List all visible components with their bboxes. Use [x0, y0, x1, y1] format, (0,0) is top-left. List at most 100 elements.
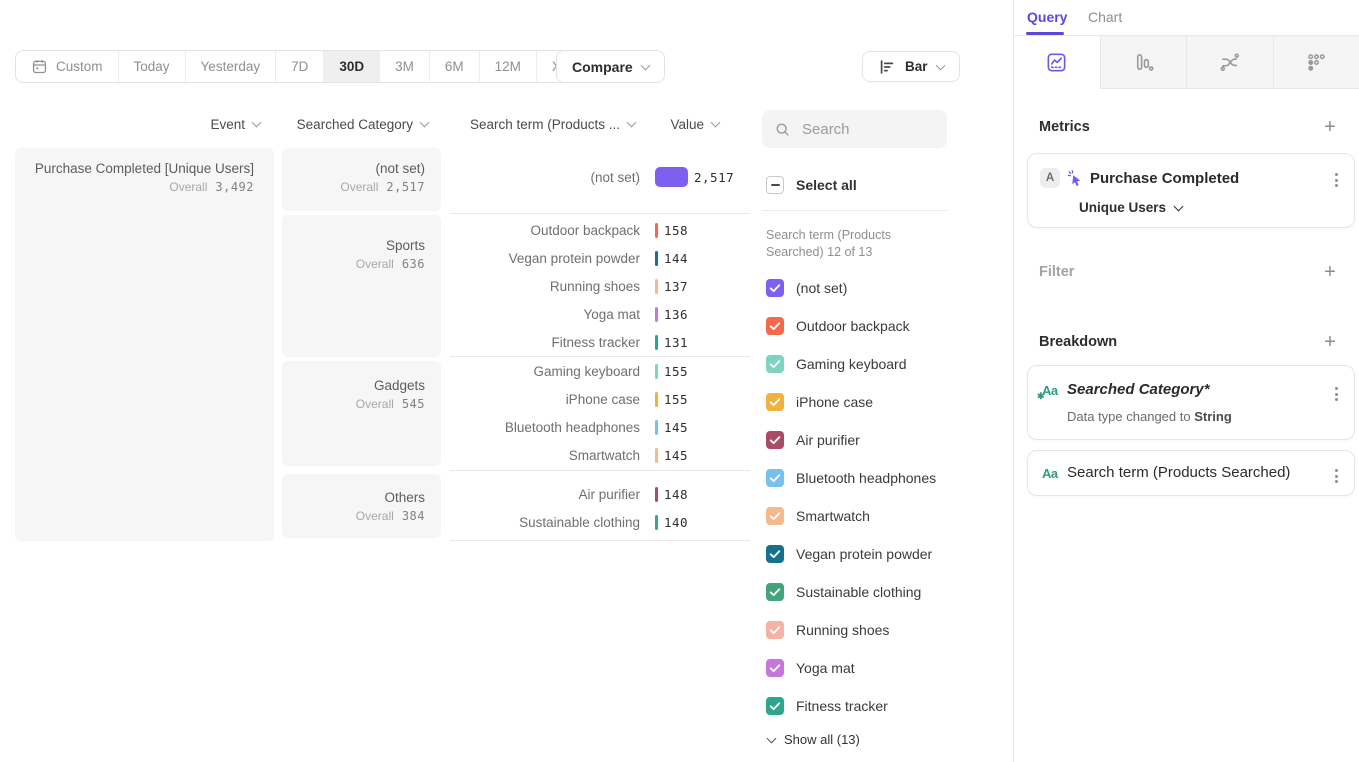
series-filter-item[interactable]: Bluetooth headphones: [766, 459, 936, 497]
value-text: 145: [664, 448, 688, 463]
chevron-down-icon: [420, 118, 430, 128]
add-metric-button[interactable]: +: [1320, 117, 1340, 137]
value-text: 136: [664, 307, 688, 322]
value-text: 155: [664, 364, 688, 379]
date-range-label: Custom: [56, 59, 103, 74]
note-value: String: [1194, 409, 1232, 424]
tab-query[interactable]: Query: [1027, 9, 1067, 25]
series-filter-item[interactable]: Gaming keyboard: [766, 345, 936, 383]
funnels-icon: [1132, 51, 1155, 74]
value-text: 140: [664, 515, 688, 530]
select-all-checkbox[interactable]: [766, 176, 784, 194]
term-row: Gaming keyboard 155: [380, 357, 750, 385]
metric-menu-button[interactable]: [1333, 171, 1340, 189]
term-label: Vegan protein powder: [380, 251, 640, 266]
term-row: Vegan protein powder 144: [380, 244, 750, 272]
report-type-tab-insights[interactable]: [1014, 36, 1100, 89]
date-range-12m[interactable]: 12M: [480, 51, 537, 82]
add-filter-button[interactable]: +: [1320, 262, 1340, 282]
show-all-link[interactable]: Show all (13): [768, 732, 860, 747]
series-label: (not set): [796, 280, 847, 296]
search-input[interactable]: [800, 120, 935, 139]
series-checkbox[interactable]: [766, 697, 784, 715]
series-filter-item[interactable]: Vegan protein powder: [766, 535, 936, 573]
series-checkbox[interactable]: [766, 659, 784, 677]
chart-type-label: Bar: [905, 59, 928, 74]
column-header-label: Value: [670, 117, 704, 132]
series-caption: Search term (Products Searched) 12 of 13: [766, 227, 948, 260]
series-checkbox[interactable]: [766, 469, 784, 487]
series-filter-item[interactable]: Smartwatch: [766, 497, 936, 535]
event-name: Purchase Completed [Unique Users]: [15, 161, 254, 176]
series-checkbox[interactable]: [766, 621, 784, 639]
series-label: Smartwatch: [796, 508, 870, 524]
value-bar: [655, 307, 658, 322]
report-type-tab-funnels[interactable]: [1100, 36, 1187, 89]
date-range-yesterday[interactable]: Yesterday: [186, 51, 277, 82]
metric-event-name: Purchase Completed: [1090, 170, 1239, 187]
series-label: Yoga mat: [796, 660, 855, 676]
value-bar: [655, 448, 658, 463]
series-checkbox[interactable]: [766, 279, 784, 297]
series-checkbox[interactable]: [766, 317, 784, 335]
breakdown-menu-button[interactable]: [1333, 385, 1340, 403]
term-label: Bluetooth headphones: [380, 420, 640, 435]
analytics-app: CustomTodayYesterday7D30D3M6M12MXTD Comp…: [0, 0, 1359, 762]
chevron-down-icon: [711, 118, 721, 128]
breakdown-card[interactable]: Aa Search term (Products Searched): [1027, 450, 1355, 496]
series-filter-item[interactable]: Running shoes: [766, 611, 936, 649]
column-header-label: Searched Category: [297, 117, 413, 132]
series-label: Running shoes: [796, 622, 889, 638]
series-filter-item[interactable]: Outdoor backpack: [766, 307, 936, 345]
term-label: iPhone case: [380, 392, 640, 407]
insights-icon: [1045, 51, 1068, 74]
series-filter-item[interactable]: iPhone case: [766, 383, 936, 421]
series-checkbox[interactable]: [766, 355, 784, 373]
series-filter-item[interactable]: (not set): [766, 269, 936, 307]
report-type-tab-retention[interactable]: [1273, 36, 1359, 89]
compare-button[interactable]: Compare: [556, 50, 665, 83]
add-breakdown-button[interactable]: +: [1320, 332, 1340, 352]
breakdown-property-name: Search term (Products Searched): [1067, 464, 1290, 481]
breakdown-note: Data type changed to String: [1067, 409, 1232, 424]
date-range-30d[interactable]: 30D: [324, 51, 380, 82]
date-range-label: Today: [134, 59, 170, 74]
series-label: iPhone case: [796, 394, 873, 410]
date-range-today[interactable]: Today: [119, 51, 186, 82]
series-checkbox[interactable]: [766, 545, 784, 563]
note-prefix: Data type changed to: [1067, 409, 1191, 424]
series-label: Sustainable clothing: [796, 584, 921, 600]
divider: [762, 210, 947, 211]
metric-card[interactable]: A Purchase Completed Unique Users: [1027, 153, 1355, 228]
breakdown-menu-button[interactable]: [1333, 467, 1340, 485]
value-bar: [655, 487, 658, 502]
value-bar: [655, 392, 658, 407]
measurement-dropdown[interactable]: Unique Users: [1079, 200, 1182, 215]
series-filter-item[interactable]: Sustainable clothing: [766, 573, 936, 611]
date-range-custom[interactable]: Custom: [16, 51, 119, 82]
chart-type-button[interactable]: Bar: [862, 51, 960, 82]
breakdown-card[interactable]: Aa✱ Searched Category* Data type changed…: [1027, 365, 1355, 440]
term-label: Gaming keyboard: [380, 364, 640, 379]
date-range-7d[interactable]: 7D: [276, 51, 324, 82]
column-header-event[interactable]: Event: [15, 112, 260, 136]
date-range-3m[interactable]: 3M: [380, 51, 430, 82]
term-label: Running shoes: [380, 279, 640, 294]
series-checkbox[interactable]: [766, 583, 784, 601]
column-header-value[interactable]: Value: [600, 112, 719, 136]
column-header-searched[interactable]: Searched Category: [282, 112, 428, 136]
series-label: Bluetooth headphones: [796, 470, 936, 486]
report-type-tab-flows[interactable]: [1186, 36, 1273, 89]
tab-chart[interactable]: Chart: [1088, 9, 1122, 25]
series-filter-item[interactable]: Air purifier: [766, 421, 936, 459]
select-all-row[interactable]: Select all: [766, 175, 857, 195]
series-checkbox[interactable]: [766, 393, 784, 411]
date-range-6m[interactable]: 6M: [430, 51, 480, 82]
series-checkbox[interactable]: [766, 431, 784, 449]
value-bar: [655, 420, 658, 435]
series-filter-item[interactable]: Fitness tracker: [766, 687, 936, 725]
select-all-label: Select all: [796, 177, 857, 193]
series-checkbox[interactable]: [766, 507, 784, 525]
term-label: Sustainable clothing: [380, 515, 640, 530]
series-filter-item[interactable]: Yoga mat: [766, 649, 936, 687]
